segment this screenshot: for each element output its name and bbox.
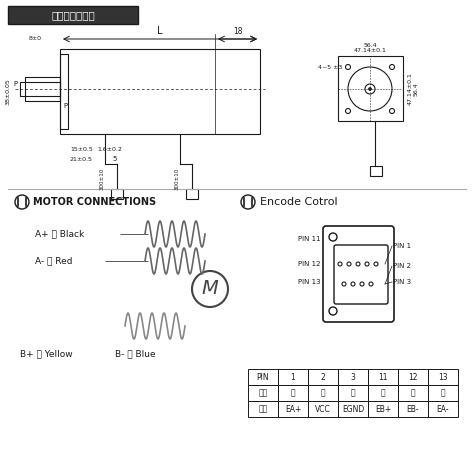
Text: EB-: EB- bbox=[407, 404, 419, 413]
Bar bbox=[428, 401, 458, 417]
Text: PIN 2: PIN 2 bbox=[393, 263, 411, 269]
Bar bbox=[368, 385, 398, 401]
Text: A+ 黑 Black: A+ 黑 Black bbox=[35, 229, 84, 238]
Text: PIN 3: PIN 3 bbox=[393, 279, 411, 285]
Bar bbox=[338, 385, 368, 401]
Text: PIN 11: PIN 11 bbox=[298, 236, 320, 242]
Text: 56.4: 56.4 bbox=[363, 43, 377, 47]
Bar bbox=[60, 54, 68, 129]
Bar bbox=[370, 166, 382, 176]
Bar bbox=[338, 369, 368, 385]
Text: 蓝: 蓝 bbox=[441, 389, 445, 398]
Text: B- 蓝 Blue: B- 蓝 Blue bbox=[115, 349, 155, 358]
Text: 21±0.5: 21±0.5 bbox=[70, 156, 93, 162]
FancyBboxPatch shape bbox=[8, 6, 138, 24]
Circle shape bbox=[368, 88, 372, 91]
Text: 12: 12 bbox=[408, 373, 418, 382]
Text: 38±0.05: 38±0.05 bbox=[6, 79, 10, 105]
Text: 300±10: 300±10 bbox=[100, 168, 104, 190]
Bar bbox=[20, 82, 60, 96]
Text: 13: 13 bbox=[438, 373, 448, 382]
Text: 15±0.5: 15±0.5 bbox=[70, 146, 93, 152]
Text: B+ 黄 Yellow: B+ 黄 Yellow bbox=[20, 349, 73, 358]
Bar bbox=[428, 369, 458, 385]
Bar bbox=[368, 369, 398, 385]
Text: 18: 18 bbox=[233, 27, 243, 36]
Text: 红: 红 bbox=[321, 389, 325, 398]
Bar bbox=[398, 401, 428, 417]
Text: A- 红 Red: A- 红 Red bbox=[35, 256, 73, 265]
Bar bbox=[186, 189, 198, 199]
Text: EGND: EGND bbox=[342, 404, 364, 413]
Bar bbox=[308, 385, 338, 401]
Text: L: L bbox=[157, 26, 163, 36]
Bar bbox=[398, 385, 428, 401]
Bar bbox=[111, 189, 123, 199]
Text: 定义: 定义 bbox=[258, 404, 268, 413]
Text: 电机尺寸参考图: 电机尺寸参考图 bbox=[51, 10, 95, 20]
Text: 颜色: 颜色 bbox=[258, 389, 268, 398]
Text: 1.6±0.2: 1.6±0.2 bbox=[98, 146, 122, 152]
Text: EA-: EA- bbox=[437, 404, 449, 413]
Text: P: P bbox=[13, 81, 17, 87]
Bar bbox=[60, 49, 260, 134]
Text: 4~5 ±3: 4~5 ±3 bbox=[318, 64, 342, 70]
Bar bbox=[368, 401, 398, 417]
Bar bbox=[338, 401, 368, 417]
Text: P: P bbox=[63, 103, 67, 109]
Text: PIN 13: PIN 13 bbox=[298, 279, 320, 285]
Text: Encode Cotrol: Encode Cotrol bbox=[260, 197, 337, 207]
Text: 11: 11 bbox=[378, 373, 388, 382]
Bar bbox=[278, 401, 308, 417]
Text: EA+: EA+ bbox=[285, 404, 301, 413]
Text: EB+: EB+ bbox=[375, 404, 391, 413]
Bar bbox=[278, 369, 308, 385]
Text: VCC: VCC bbox=[315, 404, 331, 413]
Text: M: M bbox=[201, 280, 219, 299]
Text: PIN 12: PIN 12 bbox=[298, 261, 320, 267]
Text: 3: 3 bbox=[351, 373, 356, 382]
Text: 300±10: 300±10 bbox=[174, 168, 180, 190]
Text: 47.14±0.1: 47.14±0.1 bbox=[408, 73, 412, 105]
Text: MOTOR CONNECTIONS: MOTOR CONNECTIONS bbox=[33, 197, 156, 207]
Text: PIN 1: PIN 1 bbox=[393, 243, 411, 249]
Bar bbox=[25, 77, 60, 101]
Text: 1: 1 bbox=[291, 373, 295, 382]
Text: 2: 2 bbox=[320, 373, 325, 382]
Bar bbox=[308, 401, 338, 417]
Bar bbox=[248, 369, 278, 385]
Text: 黄: 黄 bbox=[381, 389, 385, 398]
Text: 绿: 绿 bbox=[410, 389, 415, 398]
Text: PIN: PIN bbox=[257, 373, 269, 382]
Bar bbox=[338, 56, 403, 121]
Bar bbox=[248, 385, 278, 401]
Text: 56.4: 56.4 bbox=[413, 82, 419, 96]
Text: 47.14±0.1: 47.14±0.1 bbox=[354, 47, 386, 53]
Bar bbox=[428, 385, 458, 401]
Bar bbox=[398, 369, 428, 385]
Bar bbox=[308, 369, 338, 385]
Text: 8±0: 8±0 bbox=[28, 36, 42, 41]
Text: 白: 白 bbox=[351, 389, 356, 398]
Text: 黑: 黑 bbox=[291, 389, 295, 398]
Text: 5: 5 bbox=[113, 156, 117, 162]
Bar bbox=[248, 401, 278, 417]
Bar bbox=[278, 385, 308, 401]
